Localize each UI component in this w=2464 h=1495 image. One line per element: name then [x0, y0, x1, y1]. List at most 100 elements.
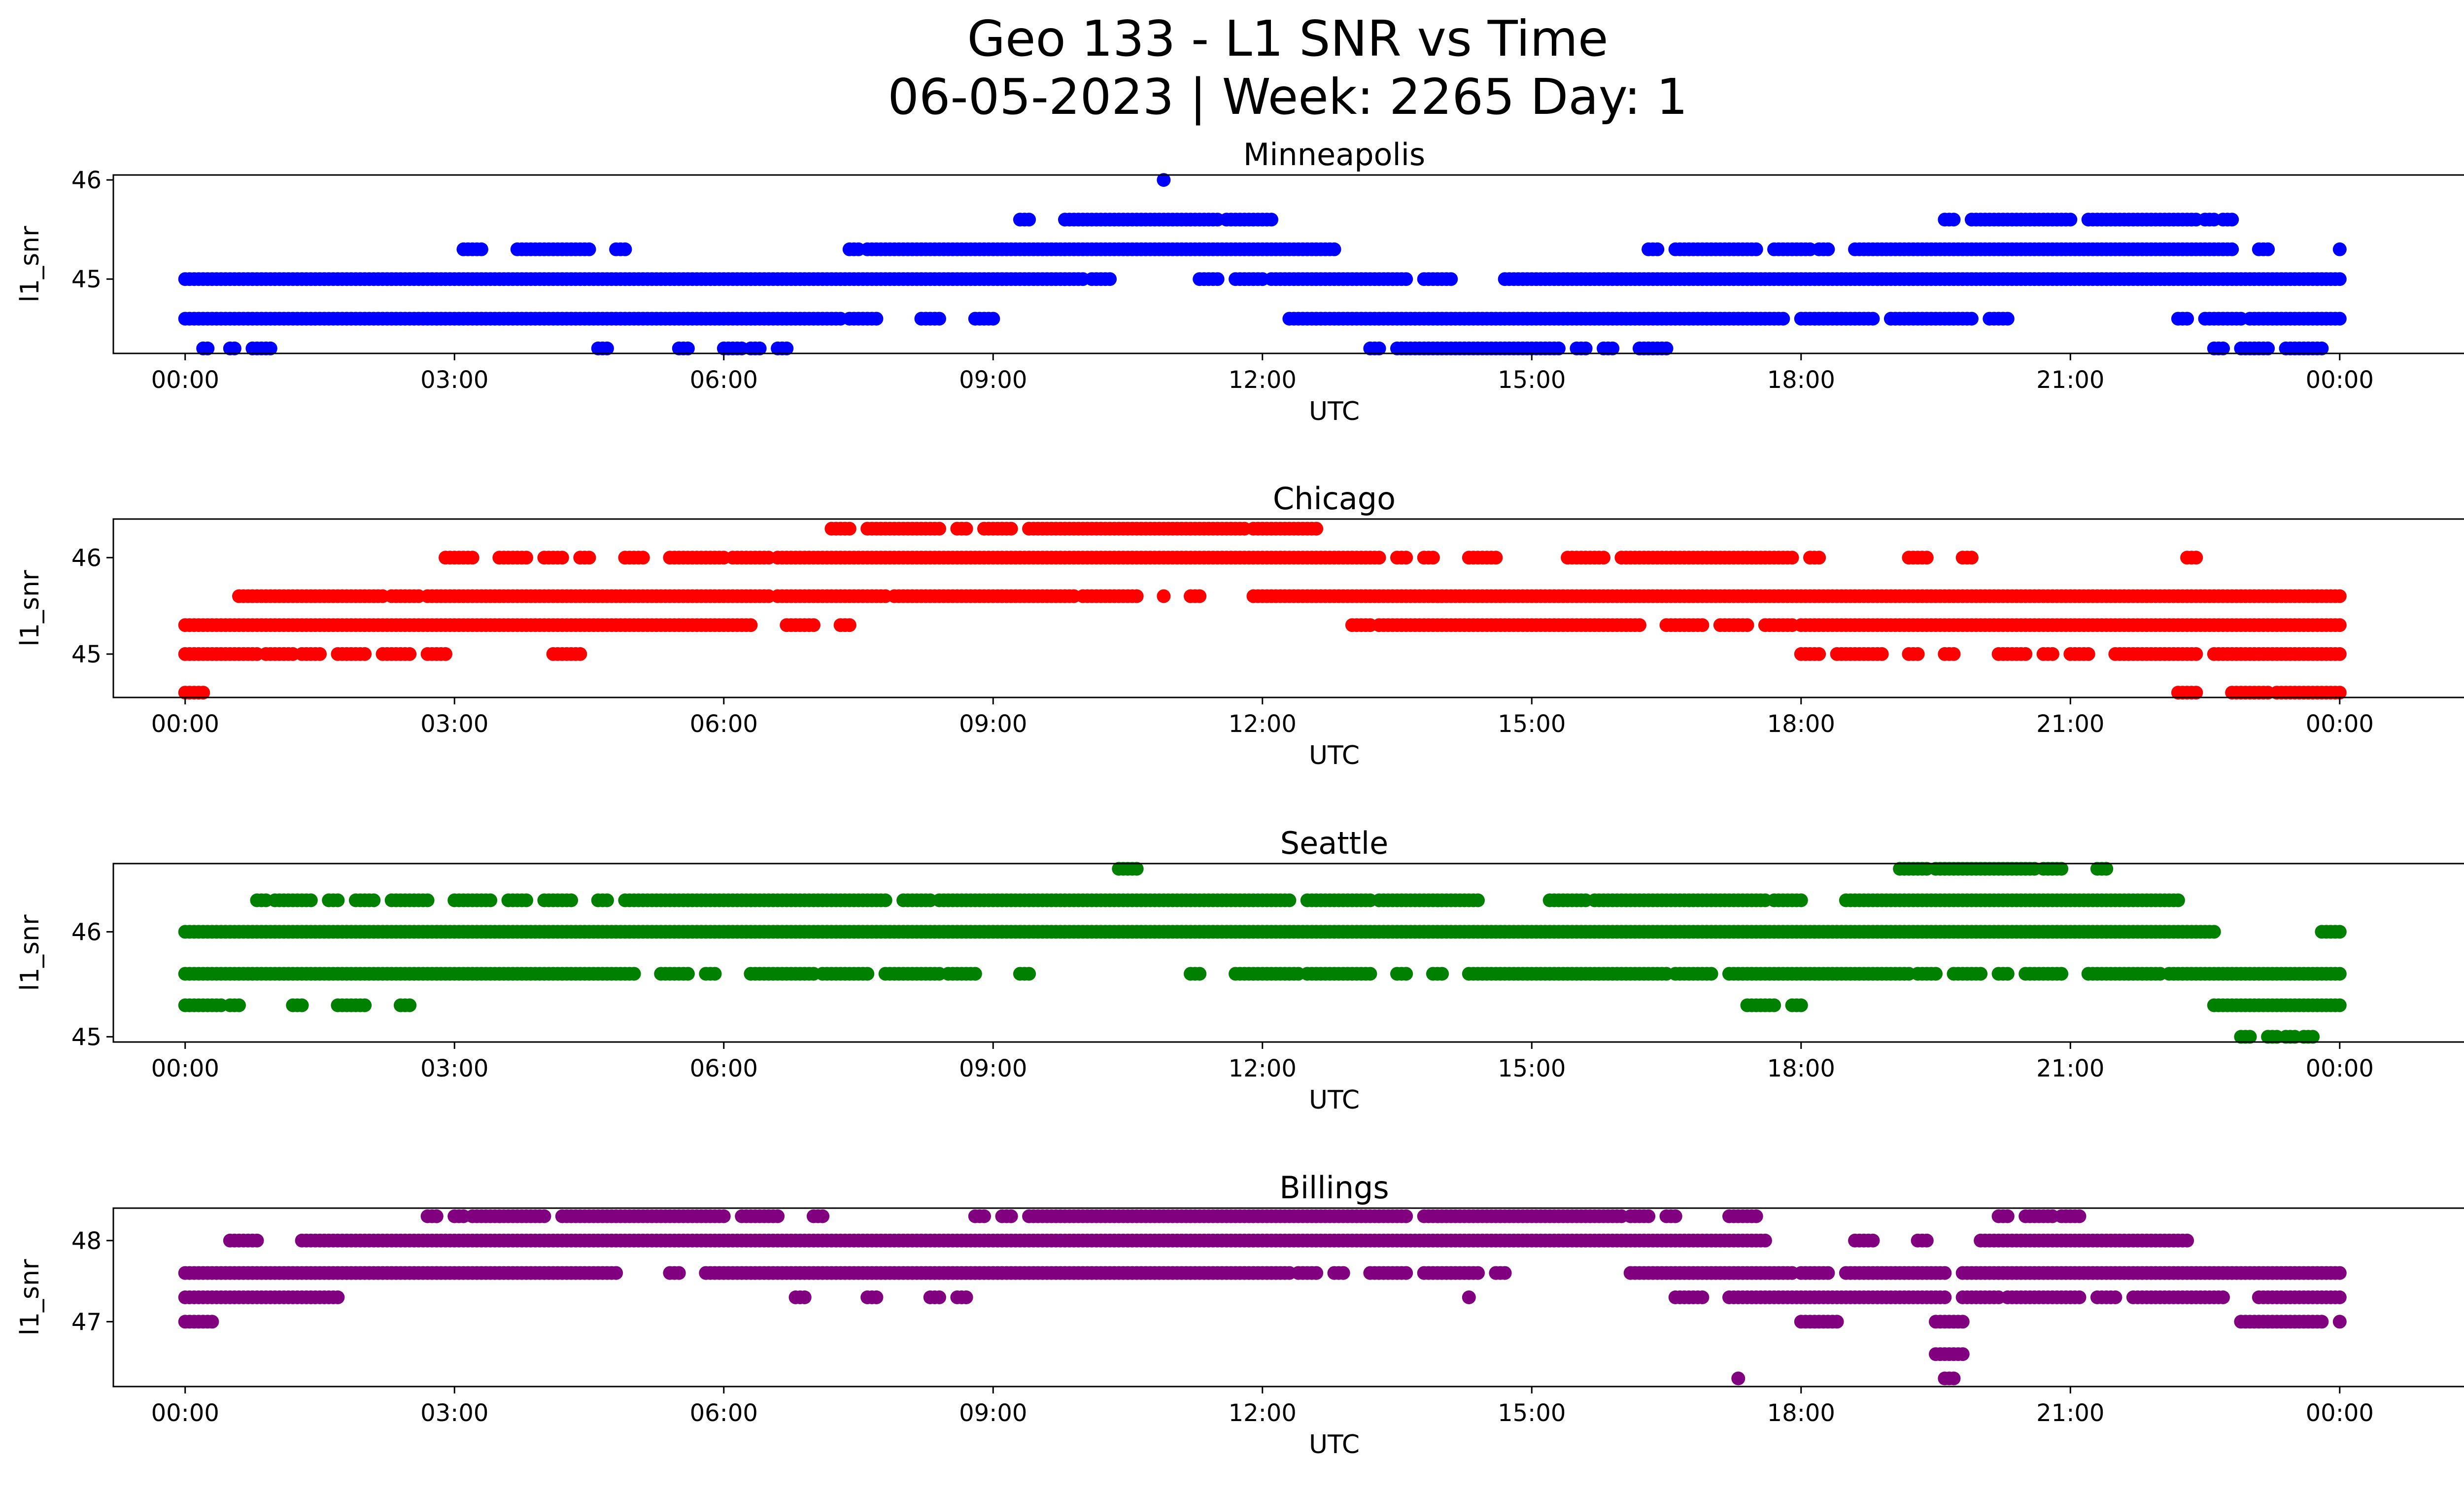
data-point [2332, 1266, 2347, 1280]
chart-minneapolis-axes [112, 174, 2464, 354]
data-point [744, 618, 758, 632]
data-point [1471, 893, 1485, 907]
data-point [2332, 242, 2347, 256]
data-point [753, 341, 767, 355]
data-point [1650, 242, 1665, 256]
data-point [1606, 341, 1620, 355]
data-point [1955, 1347, 1970, 1361]
data-point [1157, 173, 1171, 187]
data-point [582, 242, 596, 256]
data-point [201, 341, 215, 355]
data-point [1193, 589, 1207, 603]
data-point [2108, 1290, 2122, 1304]
data-point [1309, 1266, 1324, 1280]
chart-seattle-y-label: l1_snr [15, 914, 45, 991]
chart-seattle-points [178, 862, 2347, 1044]
chart-billings-points [178, 1209, 2347, 1386]
data-point [1210, 272, 1225, 286]
data-point [2315, 341, 2329, 355]
data-point [1336, 1266, 1350, 1280]
chart-seattle-title: Seattle [1280, 825, 1388, 861]
x-tick-label: 21:00 [2036, 710, 2104, 738]
data-point [2332, 686, 2347, 700]
data-point [618, 242, 632, 256]
x-tick-label: 00:00 [2306, 366, 2374, 394]
y-tick-label: 45 [71, 1023, 102, 1051]
data-point [1372, 551, 1386, 565]
data-point [1821, 242, 1835, 256]
x-tick-label: 12:00 [1229, 1055, 1297, 1082]
data-point [2054, 967, 2069, 981]
chart-billings-title: Billings [1279, 1170, 1389, 1206]
data-point [474, 242, 488, 256]
data-point [1004, 522, 1018, 536]
data-point [1444, 272, 1458, 286]
data-point [2063, 212, 2078, 227]
x-tick-label: 18:00 [1767, 710, 1835, 738]
data-point [1309, 522, 1324, 536]
data-point [2171, 893, 2185, 907]
data-point [932, 522, 946, 536]
data-point [313, 647, 327, 661]
data-point [439, 647, 452, 661]
data-point [1938, 1290, 1952, 1304]
data-point [403, 647, 417, 661]
data-point [1282, 893, 1297, 907]
data-point [358, 647, 372, 661]
data-point [2225, 242, 2239, 256]
data-point [1758, 1233, 1772, 1248]
data-point [1812, 551, 1826, 565]
data-point [1193, 967, 1207, 981]
x-tick-label: 03:00 [420, 1055, 488, 1082]
data-point [1489, 551, 1503, 565]
data-point [968, 967, 982, 981]
x-tick-label: 18:00 [1767, 366, 1835, 394]
data-point [358, 998, 372, 1012]
data-point [780, 341, 794, 355]
data-point [1399, 551, 1413, 565]
data-point [1866, 1233, 1880, 1248]
data-point [1947, 212, 1961, 227]
data-point [636, 551, 650, 565]
data-point [1578, 341, 1593, 355]
data-point [627, 967, 641, 981]
data-point [1157, 589, 1171, 603]
data-point [2332, 925, 2347, 939]
chart-seattle-axes [112, 863, 2464, 1043]
data-point [842, 522, 856, 536]
data-point [2315, 1315, 2329, 1329]
page-title-line-1: Geo 133 - L1 SNR vs Time [967, 10, 1608, 68]
data-point [1830, 1315, 1844, 1329]
data-point [403, 998, 417, 1012]
data-point [2261, 242, 2275, 256]
page-title: Geo 133 - L1 SNR vs Time 06-05-2023 | We… [0, 10, 2464, 126]
data-point [600, 893, 614, 907]
data-point [205, 1315, 219, 1329]
data-point [1695, 1290, 1710, 1304]
data-point [932, 1290, 946, 1304]
data-point [2332, 1290, 2347, 1304]
x-tick-label: 15:00 [1498, 710, 1566, 738]
data-point [959, 522, 973, 536]
data-point [2045, 647, 2059, 661]
data-point [519, 551, 533, 565]
data-point [263, 341, 277, 355]
data-point [1327, 242, 1341, 256]
data-point [2019, 647, 2033, 661]
data-point [232, 998, 246, 1012]
data-point [2332, 272, 2347, 286]
x-tick-label: 18:00 [1767, 1055, 1835, 1082]
data-point [1964, 551, 1979, 565]
x-tick-label: 12:00 [1229, 366, 1297, 394]
x-tick-label: 00:00 [2306, 1055, 2374, 1082]
data-point [1103, 272, 1117, 286]
x-tick-label: 21:00 [2036, 366, 2104, 394]
data-point [1659, 341, 1674, 355]
x-tick-label: 00:00 [2306, 710, 2374, 738]
data-point [1947, 647, 1961, 661]
data-point [1695, 618, 1710, 632]
data-point [1471, 1266, 1485, 1280]
data-point [842, 618, 856, 632]
